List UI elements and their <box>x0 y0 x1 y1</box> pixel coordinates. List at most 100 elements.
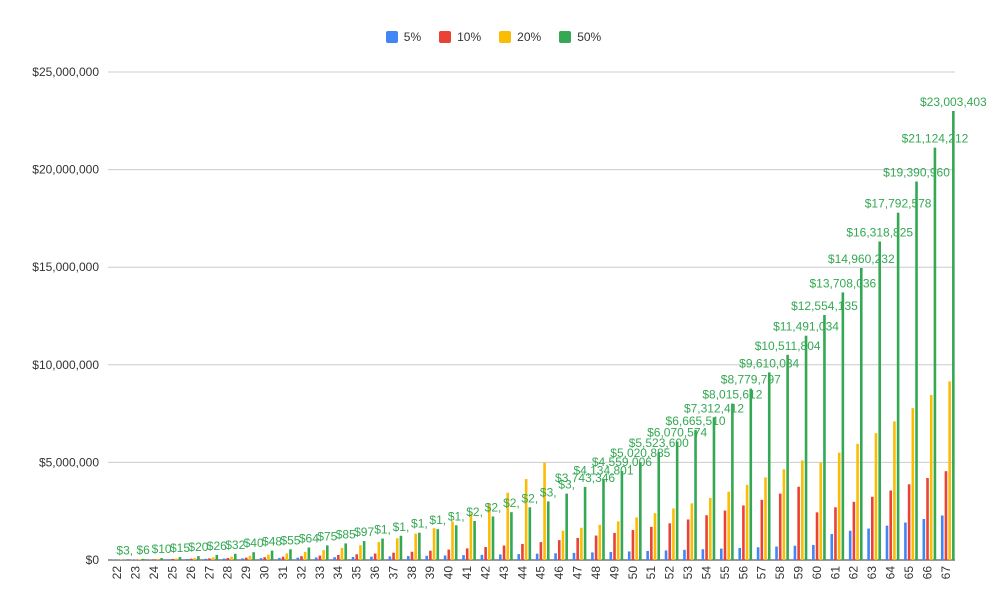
data-label: $8,015,612 <box>702 388 762 402</box>
bar-5pct-61 <box>830 534 834 560</box>
bar-5pct-57 <box>756 547 760 560</box>
bar-20pct-60 <box>819 462 823 560</box>
data-label: $14,960,232 <box>828 252 895 266</box>
bar-20pct-35 <box>359 545 362 560</box>
bar-10pct-33 <box>318 555 322 560</box>
bar-20pct-58 <box>782 469 786 560</box>
x-tick-label: 41 <box>460 566 474 580</box>
x-tick-label: 38 <box>405 566 419 580</box>
bar-10pct-31 <box>281 556 285 560</box>
bar-50pct-67 <box>952 110 955 560</box>
x-tick-label: 48 <box>589 566 603 580</box>
x-tick-label: 61 <box>828 566 842 580</box>
bar-20pct-61 <box>837 452 841 560</box>
y-tick-label: $5,000,000 <box>39 455 99 469</box>
bar-10pct-56 <box>742 505 745 560</box>
bar-50pct-63 <box>878 241 881 560</box>
bar-5pct-50 <box>627 551 631 560</box>
bar-10pct-23 <box>134 559 138 560</box>
bar-10pct-62 <box>852 501 856 560</box>
x-tick-label: 54 <box>699 566 713 580</box>
legend-item[interactable]: 10% <box>439 30 481 44</box>
legend-swatch <box>499 31 512 43</box>
bar-5pct-52 <box>664 550 668 560</box>
bar-10pct-55 <box>723 510 727 560</box>
bar-10pct-36 <box>373 553 377 560</box>
data-label: $4,134,801 <box>573 463 633 477</box>
x-tick-label: 58 <box>773 566 787 580</box>
legend-item[interactable]: 50% <box>559 30 601 44</box>
bar-5pct-43 <box>499 554 502 560</box>
bar-50pct-50 <box>639 461 642 560</box>
y-tick-label: $0 <box>86 553 100 567</box>
x-tick-label: 63 <box>865 566 879 580</box>
chart-legend: 5% 10% 20% 50% <box>0 30 987 44</box>
bar-20pct-33 <box>322 550 325 560</box>
bar-5pct-64 <box>885 525 889 560</box>
x-tick-label: 50 <box>626 566 640 580</box>
bar-50pct-66 <box>933 147 937 560</box>
bar-5pct-31 <box>278 557 281 560</box>
bar-50pct-52 <box>675 441 679 560</box>
bar-5pct-27 <box>204 558 208 560</box>
bar-20pct-56 <box>745 484 749 560</box>
bar-5pct-37 <box>388 556 392 560</box>
bar-50pct-24 <box>160 558 163 560</box>
bar-10pct-49 <box>613 532 616 560</box>
bar-20pct-51 <box>653 513 657 560</box>
bar-50pct-30 <box>270 550 274 560</box>
data-label: $32 <box>225 538 245 552</box>
bar-10pct-45 <box>539 542 543 560</box>
bar-50pct-42 <box>491 516 495 560</box>
data-label: $3,743,346 <box>555 471 615 485</box>
bar-50pct-22 <box>123 559 127 560</box>
data-label: $97 <box>354 525 374 539</box>
x-tick-label: 59 <box>791 566 805 580</box>
bar-20pct-48 <box>598 524 602 560</box>
bar-10pct-40 <box>447 549 451 560</box>
x-tick-label: 55 <box>718 566 732 580</box>
bar-5pct-25 <box>167 559 171 560</box>
bar-5pct-42 <box>480 554 484 560</box>
x-tick-label: 25 <box>165 566 179 580</box>
data-label: $1, <box>411 517 428 531</box>
data-label: $9,610,034 <box>739 356 799 370</box>
bar-10pct-51 <box>650 526 653 560</box>
bar-20pct-64 <box>893 421 896 560</box>
x-tick-label: 60 <box>810 566 824 580</box>
data-label: $1, <box>393 520 410 534</box>
bar-50pct-44 <box>528 507 532 560</box>
bar-5pct-62 <box>848 530 852 560</box>
bar-10pct-46 <box>557 540 561 560</box>
bar-20pct-31 <box>285 553 289 560</box>
data-label: $8,779,797 <box>721 373 781 387</box>
bar-10pct-61 <box>834 507 837 560</box>
data-label: $55 <box>280 533 300 547</box>
bar-20pct-45 <box>543 462 546 560</box>
bar-5pct-26 <box>186 558 189 560</box>
bar-10pct-24 <box>152 559 156 560</box>
bar-50pct-29 <box>252 552 255 560</box>
data-label: $16,318,825 <box>846 225 913 239</box>
bar-10pct-63 <box>870 496 874 560</box>
bar-10pct-52 <box>668 523 672 560</box>
bar-10pct-57 <box>760 499 764 560</box>
bar-10pct-28 <box>226 558 230 560</box>
bar-5pct-63 <box>867 528 870 560</box>
bar-20pct-43 <box>506 492 510 560</box>
bar-20pct-36 <box>377 542 381 560</box>
legend-item[interactable]: 5% <box>385 30 421 44</box>
bar-5pct-60 <box>812 544 815 560</box>
bar-20pct-23 <box>138 559 141 560</box>
bar-10pct-44 <box>521 543 524 560</box>
x-tick-label: 42 <box>478 566 492 580</box>
bar-50pct-62 <box>859 267 863 560</box>
data-label: $26 <box>207 539 227 553</box>
bar-5pct-44 <box>517 554 521 560</box>
bar-10pct-65 <box>907 484 911 560</box>
bar-5pct-47 <box>572 552 576 560</box>
y-tick-label: $20,000,000 <box>32 163 99 177</box>
legend-item[interactable]: 20% <box>499 30 541 44</box>
x-tick-label: 52 <box>663 566 677 580</box>
bar-20pct-53 <box>690 503 694 560</box>
